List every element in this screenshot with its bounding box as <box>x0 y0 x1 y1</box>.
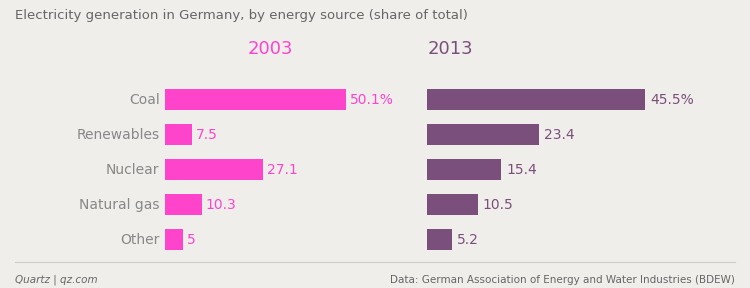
Text: 50.1%: 50.1% <box>350 93 394 107</box>
Bar <box>427 194 478 215</box>
Text: Renewables: Renewables <box>76 128 160 142</box>
Text: 5: 5 <box>187 233 196 247</box>
Text: 10.5: 10.5 <box>482 198 513 212</box>
Bar <box>165 160 263 180</box>
Text: Data: German Association of Energy and Water Industries (BDEW): Data: German Association of Energy and W… <box>390 275 735 285</box>
Text: 7.5: 7.5 <box>196 128 217 142</box>
Text: 2013: 2013 <box>427 40 473 58</box>
Bar <box>165 194 202 215</box>
Text: 2003: 2003 <box>248 40 292 58</box>
Bar <box>427 160 501 180</box>
Text: 45.5%: 45.5% <box>650 93 694 107</box>
Text: 10.3: 10.3 <box>206 198 237 212</box>
Text: Quartz | qz.com: Quartz | qz.com <box>15 275 98 285</box>
Bar <box>165 89 346 110</box>
Bar <box>165 124 192 145</box>
Text: Nuclear: Nuclear <box>106 163 160 177</box>
Text: 27.1: 27.1 <box>267 163 298 177</box>
Bar <box>427 124 539 145</box>
Bar <box>165 230 183 251</box>
Text: Coal: Coal <box>129 93 160 107</box>
Text: Other: Other <box>120 233 160 247</box>
Text: 15.4: 15.4 <box>506 163 537 177</box>
Text: Electricity generation in Germany, by energy source (share of total): Electricity generation in Germany, by en… <box>15 9 468 22</box>
Bar <box>427 89 645 110</box>
Text: 5.2: 5.2 <box>458 233 479 247</box>
Bar <box>427 230 452 251</box>
Text: Natural gas: Natural gas <box>79 198 160 212</box>
Text: 23.4: 23.4 <box>544 128 574 142</box>
